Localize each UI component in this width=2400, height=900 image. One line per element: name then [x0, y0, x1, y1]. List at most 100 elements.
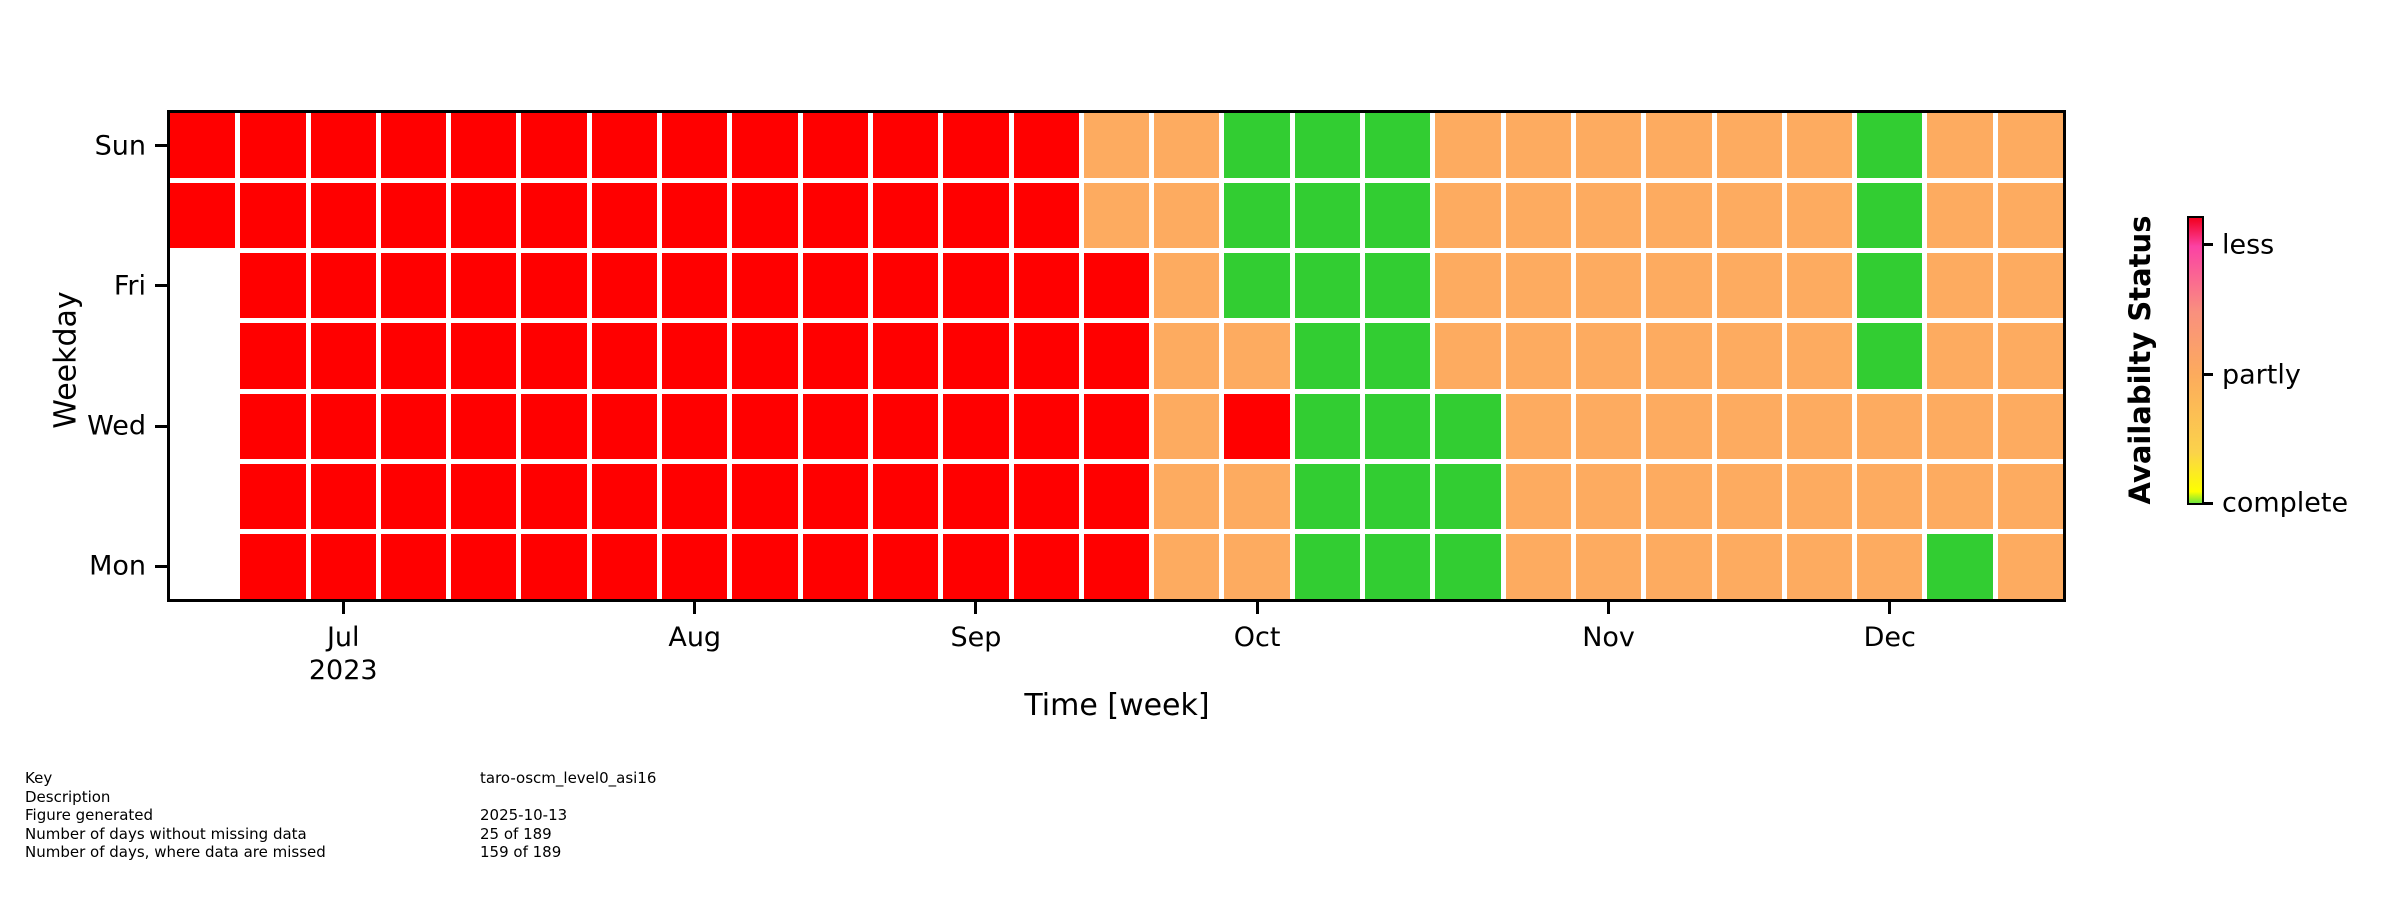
heatmap-cell	[380, 253, 447, 319]
x-tick-mark	[1255, 602, 1259, 614]
heatmap-cell	[802, 533, 868, 599]
heatmap-cell	[802, 323, 868, 389]
heatmap-cell	[591, 183, 658, 249]
heatmap-cell	[1505, 533, 1571, 599]
heatmap-cell	[1365, 533, 1431, 599]
heatmap-cell	[943, 323, 1009, 389]
heatmap-cell	[732, 183, 798, 249]
heatmap-cell	[1224, 393, 1290, 459]
heatmap-cell	[1365, 393, 1431, 459]
heatmap-cell	[310, 533, 376, 599]
heatmap-cell	[1857, 323, 1923, 389]
heatmap-cell	[1927, 183, 1993, 249]
heatmap-cell	[872, 113, 939, 179]
heatmap-cell	[1716, 393, 1782, 459]
heatmap-cell	[1786, 463, 1853, 529]
y-tick-mark	[155, 424, 167, 428]
heatmap-cell	[1224, 323, 1290, 389]
heatmap-cell	[1365, 113, 1431, 179]
heatmap-cell	[1224, 113, 1290, 179]
heatmap-cell	[1154, 533, 1220, 599]
heatmap-cell	[872, 183, 939, 249]
heatmap-cell	[1857, 113, 1923, 179]
heatmap-cell	[591, 533, 658, 599]
heatmap-cell	[240, 393, 306, 459]
heatmap-cell	[1083, 113, 1150, 179]
colorbar-title: Availabilty Status	[2123, 215, 2157, 505]
heatmap-cell	[1786, 533, 1853, 599]
x-axis-title: Time [week]	[1024, 688, 1210, 723]
metadata-label: Key	[25, 769, 53, 787]
heatmap-cell	[1505, 113, 1571, 179]
heatmap-cell	[1716, 463, 1782, 529]
heatmap-cell	[310, 393, 376, 459]
heatmap-cell	[170, 253, 236, 319]
heatmap-cell	[380, 393, 447, 459]
heatmap-cell	[943, 393, 1009, 459]
heatmap-cell	[732, 463, 798, 529]
heatmap-cell	[1435, 463, 1501, 529]
heatmap-cell	[1083, 463, 1150, 529]
heatmap-cell	[1435, 323, 1501, 389]
heatmap-cell	[1646, 323, 1712, 389]
heatmap-cell	[1083, 323, 1150, 389]
heatmap-cell	[1435, 183, 1501, 249]
heatmap-cell	[1575, 323, 1642, 389]
heatmap-cell	[1013, 113, 1079, 179]
heatmap-cell	[662, 463, 728, 529]
colorbar	[2187, 216, 2204, 505]
heatmap-cell	[521, 183, 587, 249]
heatmap-cell	[1013, 253, 1079, 319]
heatmap-cell	[170, 183, 236, 249]
heatmap-cell	[1786, 113, 1853, 179]
y-tick-mark	[155, 564, 167, 568]
heatmap-cell	[380, 323, 447, 389]
heatmap-cell	[1365, 183, 1431, 249]
heatmap-cell	[732, 113, 798, 179]
heatmap-cell	[1365, 463, 1431, 529]
heatmap-cell	[732, 533, 798, 599]
heatmap-cell	[310, 113, 376, 179]
heatmap-cell	[732, 253, 798, 319]
heatmap-cell	[521, 393, 587, 459]
heatmap-cell	[451, 463, 517, 529]
heatmap-cell	[1575, 533, 1642, 599]
heatmap-cell	[1857, 463, 1923, 529]
heatmap-cell	[1997, 533, 2063, 599]
heatmap-cell	[943, 463, 1009, 529]
heatmap-cell	[1224, 463, 1290, 529]
heatmap-cell	[1083, 183, 1150, 249]
heatmap-cell	[1505, 463, 1571, 529]
heatmap-cell	[310, 463, 376, 529]
heatmap-cell	[1154, 463, 1220, 529]
heatmap-plot-area	[167, 110, 2066, 602]
heatmap-cell	[1716, 183, 1782, 249]
heatmap-cell	[1083, 533, 1150, 599]
heatmap-cell	[1927, 463, 1993, 529]
heatmap-cell	[1997, 463, 2063, 529]
x-tick-mark	[1607, 602, 1611, 614]
heatmap-cell	[521, 463, 587, 529]
heatmap-cell	[1013, 463, 1079, 529]
x-tick-label: Dec	[1863, 622, 1916, 653]
heatmap-cell	[943, 183, 1009, 249]
heatmap-cell	[591, 323, 658, 389]
heatmap-cell	[1786, 393, 1853, 459]
heatmap-cell	[380, 183, 447, 249]
heatmap-cell	[1716, 253, 1782, 319]
colorbar-tick-mark	[2204, 373, 2213, 377]
heatmap-cell	[732, 393, 798, 459]
heatmap-cell	[662, 253, 728, 319]
heatmap-cell	[591, 253, 658, 319]
heatmap-cell	[1927, 393, 1993, 459]
heatmap-cell	[1786, 183, 1853, 249]
heatmap-cell	[1997, 323, 2063, 389]
heatmap-cell	[1013, 533, 1079, 599]
heatmap-cell	[1013, 393, 1079, 459]
heatmap-cell	[1997, 113, 2063, 179]
metadata-label: Number of days without missing data	[25, 824, 307, 843]
heatmap-cell	[451, 533, 517, 599]
heatmap-cell	[1365, 323, 1431, 389]
heatmap-cell	[872, 253, 939, 319]
colorbar-tick-label: complete	[2222, 487, 2349, 519]
